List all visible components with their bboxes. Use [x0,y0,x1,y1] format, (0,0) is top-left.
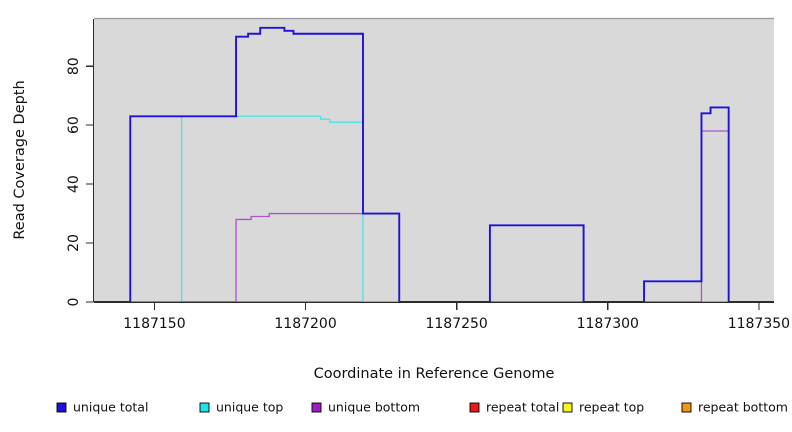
y-tick-label: 20 [66,234,82,252]
x-tick-label: 1187150 [123,316,185,332]
legend[interactable]: unique total unique top unique bottom repea… [56,400,788,415]
legend-swatch-unique-bottom[interactable] [311,402,322,413]
y-axis-title: Read Coverage Depth [12,80,28,239]
y-tick-label: 60 [66,116,82,134]
legend-swatch-repeat-top[interactable] [562,402,573,413]
legend-label-repeat-bottom[interactable]: repeat bottom [698,400,788,415]
legend-label-unique-top[interactable]: unique top [216,400,283,415]
x-tick-label: 1187300 [577,316,639,332]
legend-label-repeat-top[interactable]: repeat top [579,400,644,415]
legend-swatch-unique-total[interactable] [56,402,67,413]
legend-swatch-repeat-total[interactable] [469,402,480,413]
legend-swatch-repeat-bottom[interactable] [681,402,692,413]
data-gap-band [399,19,490,302]
x-axis-title: Coordinate in Reference Genome [314,366,555,382]
y-axis-ticks: 0 20 40 60 80 [66,57,94,306]
x-tick-label: 1187200 [274,316,336,332]
legend-label-repeat-total[interactable]: repeat total [486,400,559,415]
y-tick-label: 80 [66,57,82,75]
series-line-unique-bottom [94,130,774,303]
legend-swatch-unique-top[interactable] [199,402,210,413]
x-axis-ticks: 1187150 1187200 1187250 1187300 1187350 [123,302,790,332]
x-tick-label: 1187350 [728,316,790,332]
plot-panel [94,17,774,302]
legend-label-unique-total[interactable]: unique total [73,400,148,415]
x-tick-label: 1187250 [425,316,487,332]
series-line-unique-total [94,26,774,303]
y-tick-label: 40 [66,175,82,193]
y-tick-label: 0 [66,298,82,307]
legend-label-unique-bottom[interactable]: unique bottom [328,400,420,415]
